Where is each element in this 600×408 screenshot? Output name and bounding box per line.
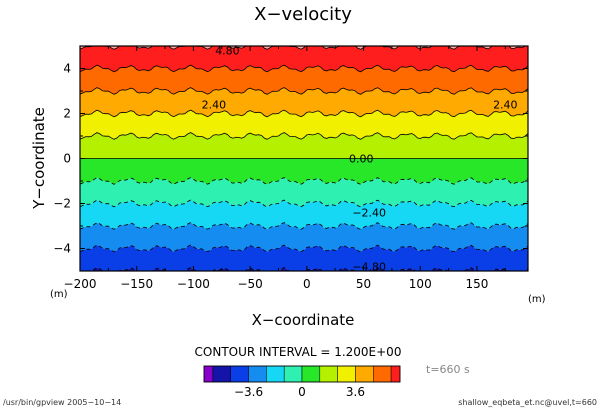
y-tick-label: −4: [53, 242, 71, 256]
colorbar-swatch: [373, 365, 392, 383]
contour-band: [80, 46, 528, 72]
contour-label: 2.40: [202, 99, 227, 112]
y-axis-label: Y−coordinate: [30, 107, 48, 210]
contour-band: [80, 65, 528, 95]
contour-band: [80, 46, 526, 50]
contour-band: [91, 267, 528, 271]
colorbar-swatch: [266, 365, 285, 383]
contour-line: [80, 109, 528, 118]
x-tick-label: −200: [64, 277, 97, 291]
contour-band: [80, 177, 528, 207]
colorbar-swatch: [230, 365, 249, 383]
contour-band: [80, 222, 528, 252]
colorbar-swatch: [319, 365, 338, 383]
footer-right: shallow_eqbeta_et.nc@uvel,t=660: [458, 398, 597, 407]
footer-left: /usr/bin/gpview 2005−10−14: [3, 398, 121, 407]
time-label: t=660 s: [426, 363, 470, 376]
x-tick-label: 100: [409, 277, 432, 291]
colorbar-swatch: [283, 365, 303, 383]
colorbar-swatch: [355, 365, 374, 383]
chart-title: X−velocity: [254, 4, 352, 25]
x-tick-label: −150: [120, 277, 153, 291]
colorbar-swatch: [212, 365, 231, 383]
contour-line: [80, 46, 526, 50]
contour-line: [80, 87, 528, 95]
y-tick-label: 4: [63, 62, 71, 76]
contour-band: [80, 87, 528, 117]
colorbar: −3.6 0 3.6: [203, 365, 401, 399]
contour-line: [80, 222, 528, 230]
contour-label: 2.40: [493, 99, 518, 112]
plot-area: 4.80 2.40 2.40 0.00 −2.40 −4.80: [80, 45, 528, 274]
x-unit-label: (m): [528, 294, 546, 305]
contour-label: −2.40: [352, 207, 386, 220]
colorbar-swatch: [301, 365, 321, 383]
x-tick-label: 50: [356, 277, 371, 291]
contour-label: −4.80: [352, 261, 386, 274]
contour-line: [80, 132, 528, 140]
y-tick-label: 0: [63, 152, 71, 166]
x-tick-label: 150: [466, 277, 489, 291]
contour-band: [80, 245, 528, 271]
contour-band: [80, 158, 528, 185]
colorbar-swatch: [390, 365, 401, 383]
contour-interval-text: CONTOUR INTERVAL = 1.200E+00: [195, 345, 402, 359]
contour-band: [80, 132, 528, 159]
contour-band: [80, 200, 528, 230]
colorbar-swatch: [203, 365, 214, 383]
y-tick-label: −2: [53, 197, 71, 211]
y-unit-label: (m): [50, 289, 68, 300]
contour-line: [80, 177, 528, 185]
contour-label: 4.80: [215, 45, 240, 58]
contour-band: [80, 110, 528, 140]
colorbar-swatch: [337, 365, 356, 383]
contour-line: [80, 199, 528, 208]
y-tick-label: 2: [63, 107, 71, 121]
x-axis-label: X−coordinate: [252, 311, 355, 329]
colorbar-tick-label: 0: [298, 385, 306, 399]
contour-line: [80, 244, 528, 253]
colorbar-swatch: [248, 365, 267, 383]
colorbar-tick-label: 3.6: [346, 385, 365, 399]
colorbar-tick-label: −3.6: [234, 385, 263, 399]
axis-ticks: −200 −150 −100 −50 0 50 100 150 −4 −2 0 2 4: [53, 45, 528, 291]
x-tick-label: −100: [177, 277, 210, 291]
colorbar-frame: [203, 365, 401, 383]
contour-line: [80, 64, 528, 73]
contour-label: 0.00: [349, 153, 374, 166]
x-tick-label: −50: [237, 277, 262, 291]
x-tick-label: 0: [303, 277, 311, 291]
